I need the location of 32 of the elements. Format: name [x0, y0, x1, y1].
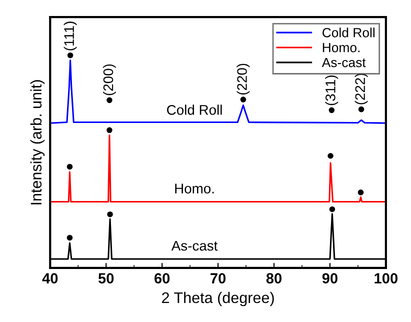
x-tick-label: 90: [322, 273, 338, 284]
annotation: (311): [325, 75, 338, 106]
annotation: Cold Roll: [167, 104, 222, 115]
legend-label: Homo.: [322, 43, 360, 52]
x-tick-label: 50: [98, 273, 114, 284]
point: [106, 127, 112, 134]
y-axis-title: Intensity (arb. unit): [30, 80, 45, 204]
point: [66, 164, 73, 170]
point: [107, 211, 113, 218]
legend-label: As-cast: [322, 58, 366, 68]
point: [66, 234, 73, 241]
x-axis-title: 2 Theta (degree): [162, 292, 274, 306]
point: [328, 152, 334, 159]
point: [358, 190, 364, 196]
annotation: (220): [236, 64, 250, 95]
annotation: (111): [64, 22, 77, 50]
point: [106, 97, 112, 104]
legend-label: Cold Roll: [322, 28, 374, 38]
x-tick-label: 40: [42, 273, 58, 284]
annotation: (222): [354, 74, 368, 104]
x-tick-label: 80: [266, 273, 282, 284]
point: [67, 52, 74, 58]
x-tick-label: 100: [374, 273, 398, 284]
x-tick-label: 70: [210, 273, 226, 284]
point: [358, 106, 364, 112]
annotation: As-cast: [171, 240, 218, 251]
point: [328, 107, 335, 114]
annotation: (200): [102, 64, 116, 96]
point: [240, 96, 246, 102]
point: [329, 206, 336, 212]
x-tick-label: 60: [154, 273, 170, 284]
annotation: Homo.: [175, 184, 214, 194]
